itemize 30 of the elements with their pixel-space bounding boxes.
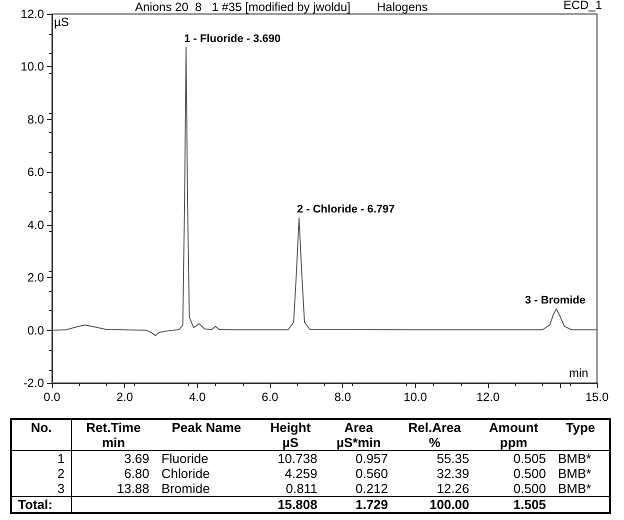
y-tick-label: 6.0 bbox=[27, 165, 44, 180]
annotation: 3 - Bromide bbox=[525, 294, 586, 306]
y-tick-label: 10.0 bbox=[20, 60, 44, 74]
x-tick-label: 6.0 bbox=[262, 390, 279, 404]
y-tick-label: -2.0 bbox=[23, 376, 44, 390]
text: Total: 15.808 1.729 100.00 1.505 bbox=[18, 497, 546, 512]
x-tick-label: 12.0 bbox=[476, 390, 500, 404]
x-tick-label: 0.0 bbox=[44, 390, 61, 404]
chart-title: Anions 20 8 1 #35 [modified by jwoldu] bbox=[135, 0, 350, 14]
x-tick-label: 8.0 bbox=[334, 390, 352, 404]
y-axis-title: µS bbox=[54, 15, 69, 29]
text: 2 6.80 Chloride 4.259 0.560 32.39 0.500 BMB* bbox=[57, 466, 592, 481]
y-tick-label: 0.0 bbox=[27, 323, 44, 338]
chart-subtitle: Halogens bbox=[377, 0, 428, 14]
y-tick-label: 12.0 bbox=[20, 7, 44, 21]
x-tick-label: 15.0 bbox=[585, 390, 609, 404]
x-tick-label: 2.0 bbox=[116, 390, 134, 404]
y-tick-label: 4.0 bbox=[27, 218, 44, 232]
x-tick-label: 10.0 bbox=[404, 390, 428, 404]
text: 1 3.69 Fluoride 10.738 0.957 55.35 0.505 BMB* bbox=[57, 451, 592, 466]
x-tick-label: 4.0 bbox=[188, 390, 206, 404]
line-series bbox=[52, 46, 598, 336]
text: 3 13.88 Bromide 0.811 0.212 12.26 0.500 BMB* bbox=[57, 481, 592, 496]
y-tick-label: 2.0 bbox=[27, 270, 44, 285]
text: No. Ret.Time min Peak Name Height µS Area µS*min Rel.Area % Amount ppm Type bbox=[30, 420, 596, 450]
x-axis-title: min bbox=[569, 366, 588, 380]
text: ECD_1 bbox=[563, 0, 602, 12]
annotation: 1 - Fluoride - 3.690 bbox=[184, 32, 281, 45]
y-tick-label: 8.0 bbox=[27, 112, 44, 126]
annotation: 2 - Chloride - 6.797 bbox=[296, 204, 395, 216]
